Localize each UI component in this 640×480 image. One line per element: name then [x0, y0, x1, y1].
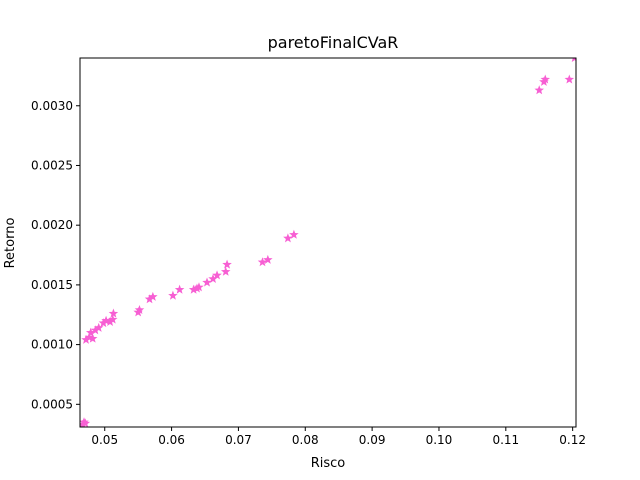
data-point-star: [168, 290, 178, 300]
data-point-star: [87, 333, 98, 343]
x-axis-ticks: 0.05 0.06 0.07 0.08 0.09 0.10 0.11 0.12: [91, 427, 586, 447]
data-point-star: [148, 291, 158, 301]
data-points: [80, 58, 576, 427]
data-point-star: [134, 304, 145, 315]
data-point-star: [222, 259, 232, 269]
data-point-star: [289, 229, 299, 239]
x-tick-label: 0.09: [359, 433, 386, 447]
x-tick-label: 0.08: [292, 433, 319, 447]
data-point-star: [93, 322, 104, 332]
data-point-star: [101, 315, 111, 325]
y-tick-label: 0.0015: [31, 278, 73, 292]
x-axis-label: Risco: [311, 456, 346, 471]
data-point-star: [90, 325, 101, 335]
data-point-star: [81, 334, 91, 344]
y-tick-label: 0.0010: [31, 338, 73, 352]
data-point-star: [144, 294, 155, 304]
data-point-star: [98, 318, 109, 328]
data-point-star: [85, 327, 96, 337]
data-point-star: [212, 270, 222, 280]
data-point-star: [208, 273, 218, 283]
data-point-star: [534, 85, 544, 95]
y-tick-label: 0.0020: [31, 218, 73, 232]
data-point-star: [202, 277, 212, 287]
y-axis-ticks: 0.0005 0.0010 0.0015 0.0020 0.0025 0.0030: [31, 99, 80, 411]
data-point-star: [220, 266, 231, 276]
data-point-star: [80, 418, 91, 427]
x-tick-label: 0.10: [426, 433, 453, 447]
data-point-star: [194, 282, 204, 292]
data-point-star: [188, 284, 199, 294]
x-tick-label: 0.12: [559, 433, 586, 447]
chart-title: paretoFinalCVaR: [268, 33, 399, 52]
x-tick-label: 0.11: [492, 433, 519, 447]
data-point-star: [105, 316, 115, 326]
data-point-star: [257, 257, 268, 267]
plot-frame: [79, 57, 577, 428]
data-point-star: [571, 58, 576, 63]
data-point-star: [108, 308, 119, 318]
y-tick-label: 0.0030: [31, 99, 73, 113]
y-axis-label: Retorno: [3, 218, 18, 269]
data-point-star: [283, 233, 293, 243]
data-point-star: [108, 314, 118, 324]
x-tick-label: 0.05: [91, 433, 118, 447]
data-point-star: [84, 332, 95, 342]
x-tick-label: 0.06: [158, 433, 185, 447]
y-tick-label: 0.0025: [31, 158, 73, 172]
y-tick-label: 0.0005: [31, 397, 73, 411]
data-point-star: [540, 74, 551, 84]
data-point-star: [263, 254, 273, 264]
data-point-star: [174, 284, 185, 294]
x-tick-label: 0.07: [225, 433, 252, 447]
data-point-star: [564, 74, 575, 84]
